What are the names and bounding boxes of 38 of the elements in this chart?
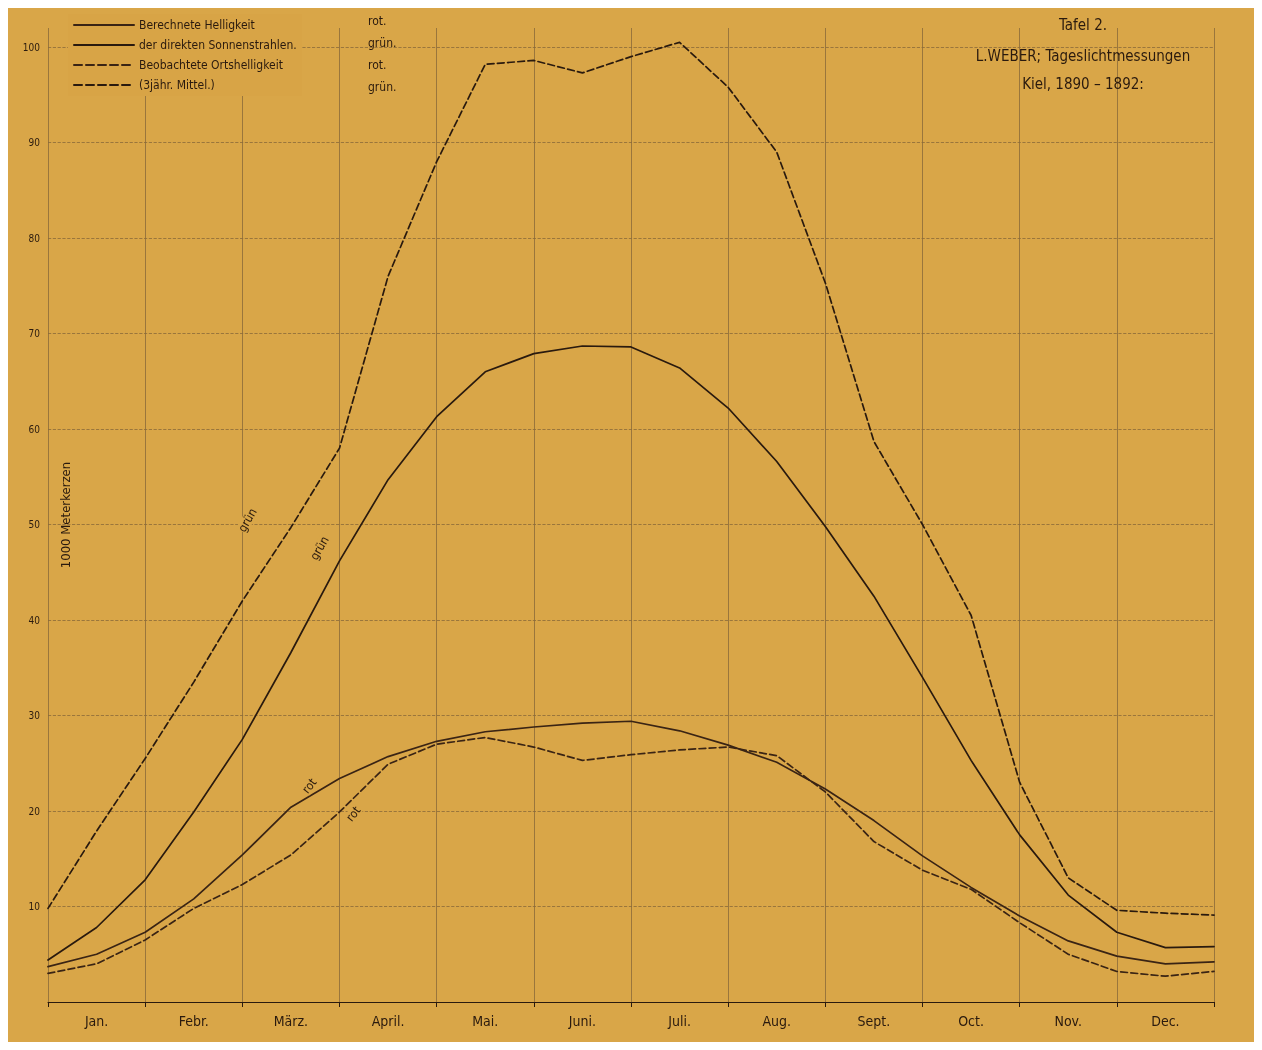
y-tick-label: 90 (28, 137, 41, 149)
y-axis-title: 1000 Meterkerzen (58, 461, 73, 569)
annotation: grün (235, 505, 260, 535)
y-tick-label: 40 (28, 614, 41, 626)
y-tick-label: 80 (28, 232, 41, 244)
x-tick-label: Mai. (472, 1013, 499, 1029)
annotation: rot (343, 803, 364, 825)
annotation: rot. (368, 58, 387, 72)
annotation: grün. (368, 80, 397, 94)
annotation: grün. (368, 36, 397, 50)
legend-label: Berechnete Helligkeit (139, 18, 255, 32)
y-tick-label: 10 (28, 901, 41, 913)
x-tick-label: April. (371, 1013, 405, 1029)
y-tick-label: 60 (28, 423, 41, 435)
x-tick-label: Juni. (567, 1013, 597, 1029)
x-tick-label: Nov. (1054, 1013, 1082, 1029)
line-series (47, 345, 1215, 961)
legend-label: Beobachtete Ortshelligkeit (139, 58, 283, 72)
chart-title: Tafel 2. (1058, 15, 1107, 34)
x-tick-label: Jan. (83, 1013, 109, 1029)
y-tick-label: 50 (28, 519, 41, 531)
x-tick-label: Juli. (667, 1013, 691, 1029)
x-tick-label: Sept. (857, 1013, 891, 1029)
x-tick-label: März. (273, 1013, 309, 1029)
y-tick-label: 30 (28, 710, 41, 722)
annotation: rot (299, 775, 320, 797)
x-tick-label: Febr. (178, 1013, 209, 1029)
y-tick-label: 70 (28, 328, 41, 340)
y-tick-label: 20 (28, 805, 41, 817)
legend-label: (3jähr. Mittel.) (139, 78, 215, 92)
text: L.WEBER; Tageslichtmessungen Kiel, 1890 – 1892: (975, 47, 1191, 93)
x-tick-label: Aug. (762, 1013, 792, 1029)
x-tick-label: Dec. (1151, 1013, 1180, 1029)
legend-label: der direkten Sonnenstrahlen. (139, 38, 297, 52)
y-tick-label: 100 (22, 41, 41, 53)
x-tick-label: Oct. (958, 1013, 984, 1029)
annotation: grün (307, 533, 332, 563)
text: rot. (368, 14, 387, 28)
